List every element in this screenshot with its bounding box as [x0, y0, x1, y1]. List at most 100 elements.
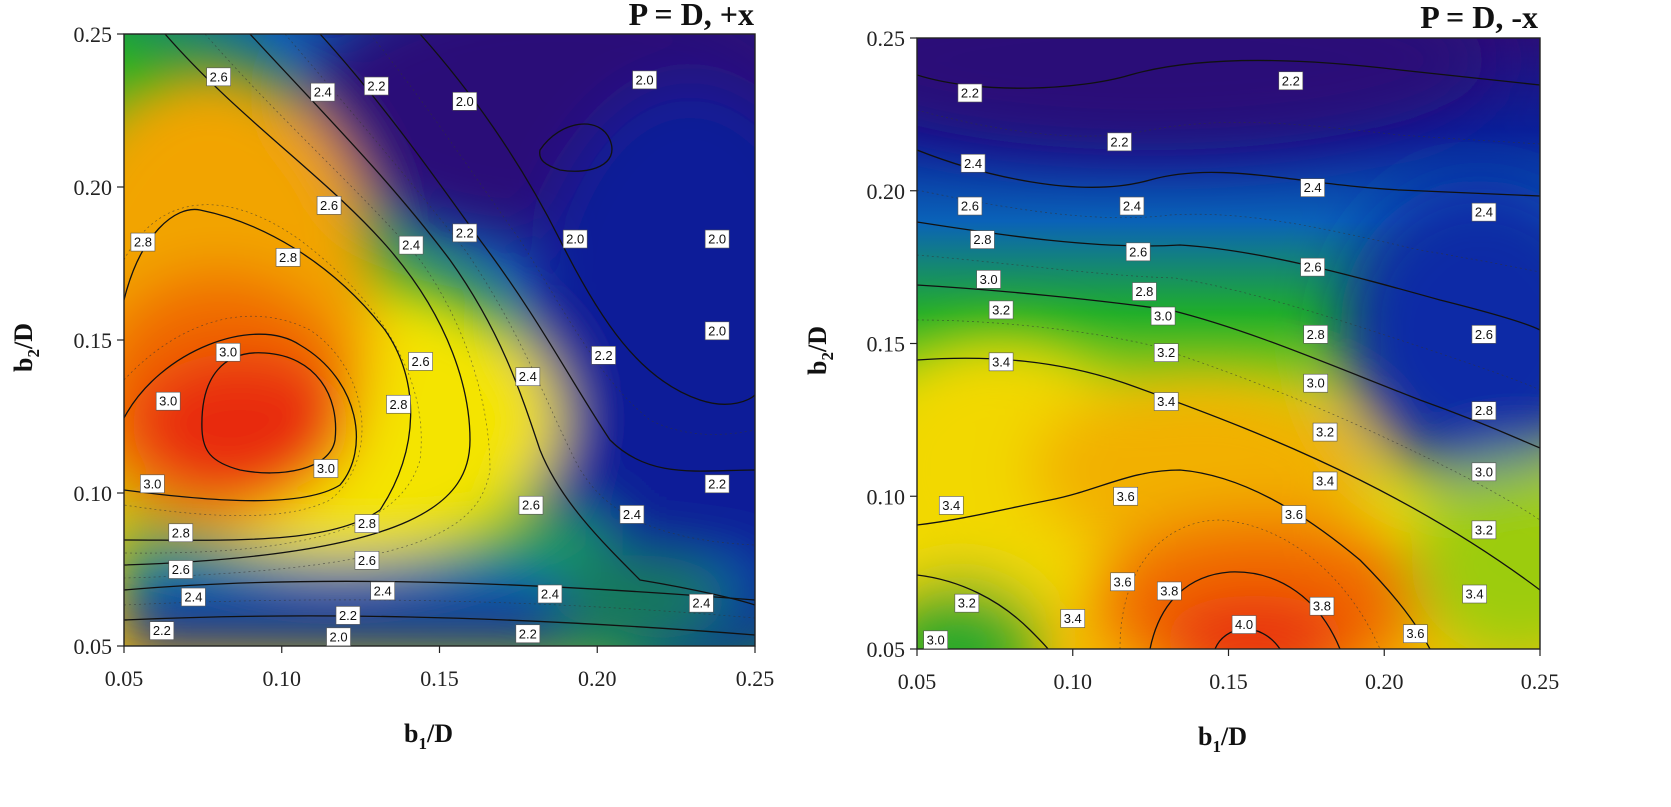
right-contour-label-box	[1471, 202, 1497, 222]
right-contour-label-text: 3.0	[927, 632, 945, 647]
left-y-axis-label: b2/D	[9, 323, 43, 372]
right-contour-label-box	[1153, 343, 1179, 362]
right-contour-label-box	[1300, 178, 1325, 197]
left-contour-label-text: 3.0	[159, 394, 177, 409]
right-plot-area	[917, 38, 1540, 649]
right-contour-label-box	[1312, 422, 1338, 442]
left-contour-label: 3.0	[140, 474, 165, 494]
right-contour-label-box	[1132, 282, 1157, 301]
right-contour-label-box	[1119, 196, 1145, 216]
right-contour-label-text: 2.2	[1110, 134, 1128, 149]
right-contour-label: 3.4	[1462, 584, 1487, 604]
right-contour-label: 3.0	[1471, 462, 1497, 482]
right-contour-label: 2.2	[1107, 132, 1132, 152]
right-contour-label-text: 3.2	[1316, 425, 1334, 440]
right-low-region-top	[917, 38, 1490, 150]
left-contour-label: 2.6	[206, 67, 231, 87]
left-contour-label-box	[354, 514, 380, 533]
left-contour-label: 2.8	[275, 248, 301, 267]
left-minor-contour-2	[124, 204, 422, 554]
left-contour-label-box	[689, 593, 714, 613]
left-minor-contours	[124, 34, 755, 619]
left-contour-label-text: 2.4	[402, 238, 420, 253]
left-contour-label-text: 3.0	[317, 461, 335, 476]
right-contour-label: 2.6	[1125, 242, 1151, 262]
left-contour-2-2-bottom	[124, 615, 755, 636]
left-contour-labels: 2.6 2.4 2.2 2.0 2.0 2.6 2.2 2.0 2.0 2.8 2.4 2.8 2.0 3…	[130, 67, 730, 647]
left-contour-label-text: 2.8	[134, 235, 152, 250]
right-contour-label-box	[1281, 505, 1307, 524]
left-contour-lines	[124, 34, 755, 636]
left-minor-contour-1	[124, 315, 363, 517]
left-contour-label-text: 2.4	[374, 583, 392, 598]
right-x-tick-label: 0.15	[1209, 669, 1248, 694]
left-contour-label-box	[370, 581, 396, 601]
left-contour-label-box	[181, 587, 206, 607]
right-contour-label-text: 3.2	[1157, 345, 1175, 360]
left-contour-label-box	[335, 606, 361, 625]
left-contour-label: 2.2	[335, 606, 361, 625]
right-contour-label-box	[1312, 471, 1338, 491]
right-contour-label-box	[1303, 325, 1329, 344]
left-contour-label-box	[515, 624, 541, 644]
right-contour-label-text: 2.8	[1307, 327, 1325, 342]
right-contour-label-text: 3.4	[1316, 473, 1334, 488]
right-x-tick-label: 0.10	[1054, 669, 1093, 694]
right-contour-label-box	[1462, 584, 1487, 604]
right-contour-label-text: 3.2	[958, 596, 976, 611]
right-contour-label: 3.2	[1312, 422, 1338, 442]
right-contour-label: 2.6	[1300, 257, 1325, 277]
left-contour-label-text: 2.4	[314, 85, 332, 100]
left-contour-label-text: 3.0	[219, 345, 237, 360]
left-contour-label: 2.8	[354, 514, 380, 533]
left-contour-label: 2.4	[398, 235, 424, 255]
left-contour-label-box	[452, 92, 478, 111]
right-contour-label-text: 3.4	[992, 354, 1010, 369]
left-contour-label-text: 2.8	[172, 525, 190, 540]
right-contour-label: 3.6	[1281, 505, 1307, 524]
right-contour-label-text: 3.0	[1154, 309, 1172, 324]
left-contour-label-text: 2.0	[456, 94, 474, 109]
right-y-tick-label: 0.20	[867, 179, 906, 204]
right-contour-label: 2.6	[957, 196, 983, 216]
right-contour-label-text: 2.6	[1304, 260, 1322, 275]
left-contour-label-text: 2.2	[367, 79, 385, 94]
left-contour-label-box	[354, 551, 380, 570]
right-contour-label: 3.2	[1471, 520, 1497, 540]
right-contour-label: 2.2	[957, 83, 983, 103]
left-contour-label-text: 2.0	[708, 323, 726, 338]
left-contour-label-box	[326, 627, 351, 647]
right-contour-label: 2.4	[960, 153, 986, 173]
left-contour-label: 2.0	[632, 70, 657, 90]
right-contour-label-text: 2.6	[1129, 244, 1147, 259]
right-contour-label-box	[976, 270, 1001, 289]
right-contour-3-2	[917, 574, 1049, 649]
right-y-axis-label: b2/D	[803, 326, 837, 375]
right-contour-label-text: 3.2	[1475, 522, 1493, 537]
left-x-tick-label: 0.25	[736, 666, 775, 691]
left-x-tick-label: 0.05	[105, 666, 144, 691]
left-contour-label-text: 2.6	[320, 198, 338, 213]
left-contour-label: 2.8	[130, 232, 156, 252]
left-contour-2-4	[249, 34, 755, 606]
left-contour-label: 2.4	[537, 584, 563, 604]
right-contour-label-box	[957, 83, 983, 103]
left-contour-label-text: 2.2	[456, 225, 474, 240]
left-contour-label-box	[704, 474, 730, 494]
left-contour-label: 3.0	[155, 391, 181, 411]
right-contour-label-box	[1113, 486, 1139, 506]
right-contour-label-box	[1471, 325, 1497, 344]
right-contour-label: 3.4	[1153, 392, 1179, 411]
right-contour-2-6	[917, 221, 1540, 331]
left-contour-label: 2.4	[515, 367, 541, 387]
right-contour-label-box	[938, 496, 964, 515]
right-contour-label: 2.8	[1132, 282, 1157, 301]
left-contour-3-0	[124, 333, 358, 502]
right-contour-label-text: 2.8	[1475, 403, 1493, 418]
right-contour-label: 2.2	[1278, 71, 1304, 91]
right-contour-label-text: 3.6	[1285, 507, 1303, 522]
left-contour-label: 2.0	[704, 229, 730, 249]
left-field-blobs	[124, 34, 755, 646]
right-contour-label-text: 2.8	[973, 232, 991, 247]
left-contour-label-text: 2.0	[566, 232, 584, 247]
